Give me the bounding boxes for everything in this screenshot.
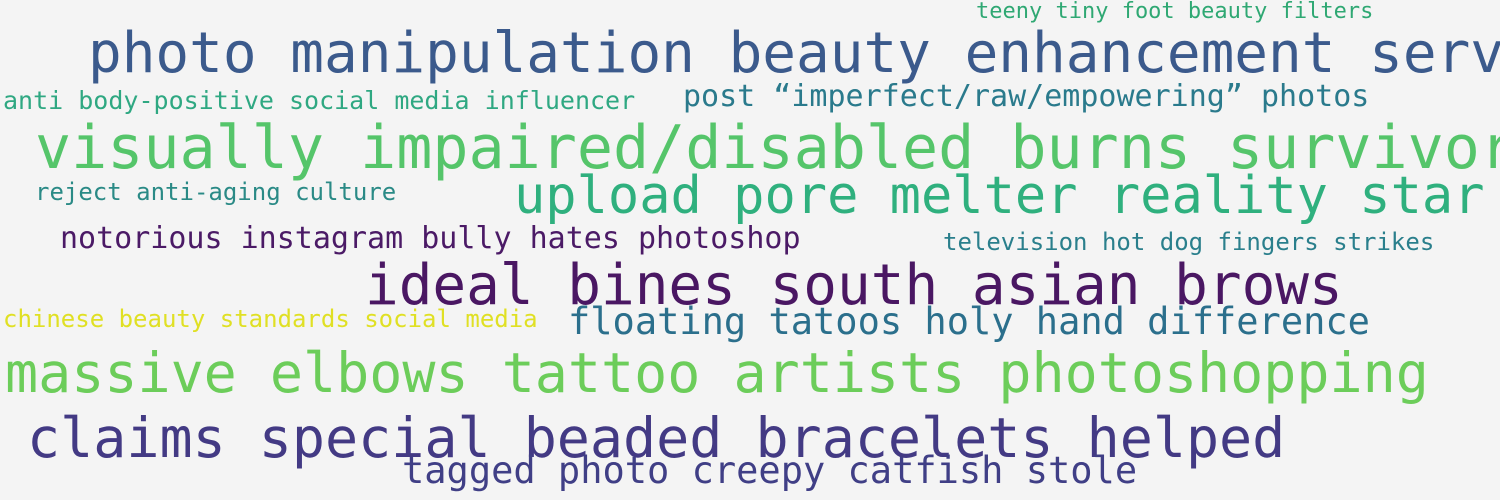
word-reject-anti-aging-culture: reject anti-aging culture bbox=[35, 178, 397, 206]
word-visually-impaired-disabled-burns-survivor: visually impaired/disabled burns survivo… bbox=[35, 113, 1500, 183]
word-notorious-instagram-bully-hates-photoshop: notorious instagram bully hates photosho… bbox=[60, 221, 801, 256]
word-anti-body-positive-social-media-influencer: anti body-positive social media influenc… bbox=[3, 86, 636, 115]
word-ideal-bines-south-asian-brows: ideal bines south asian brows bbox=[365, 253, 1343, 318]
word-television-hot-dog-fingers-strikes: television hot dog fingers strikes bbox=[943, 228, 1435, 256]
word-tagged-photo-creepy-catfish-stole: tagged photo creepy catfish stole bbox=[402, 449, 1138, 492]
word-massive-elbows-tattoo-artists-photoshopping: massive elbows tattoo artists photoshopp… bbox=[5, 341, 1429, 405]
word-chinese-beauty-standards-social-media: chinese beauty standards social media bbox=[3, 305, 538, 333]
word-claims-special-beaded-bracelets-helped: claims special beaded bracelets helped bbox=[27, 406, 1286, 470]
word-post-imperfect-raw-empowering-photos: post “imperfect/raw/empowering” photos bbox=[683, 79, 1370, 114]
word-photo-manipulation-beauty-enhancement-service: photo manipulation beauty enhancement se… bbox=[88, 21, 1500, 86]
word-teeny-tiny-foot-beauty-filters: teeny tiny foot beauty filters bbox=[976, 0, 1374, 24]
word-floating-tatoos-holy-hand-difference: floating tatoos holy hand difference bbox=[568, 300, 1370, 343]
word-upload-pore-melter-reality-star: upload pore melter reality star bbox=[514, 166, 1485, 226]
